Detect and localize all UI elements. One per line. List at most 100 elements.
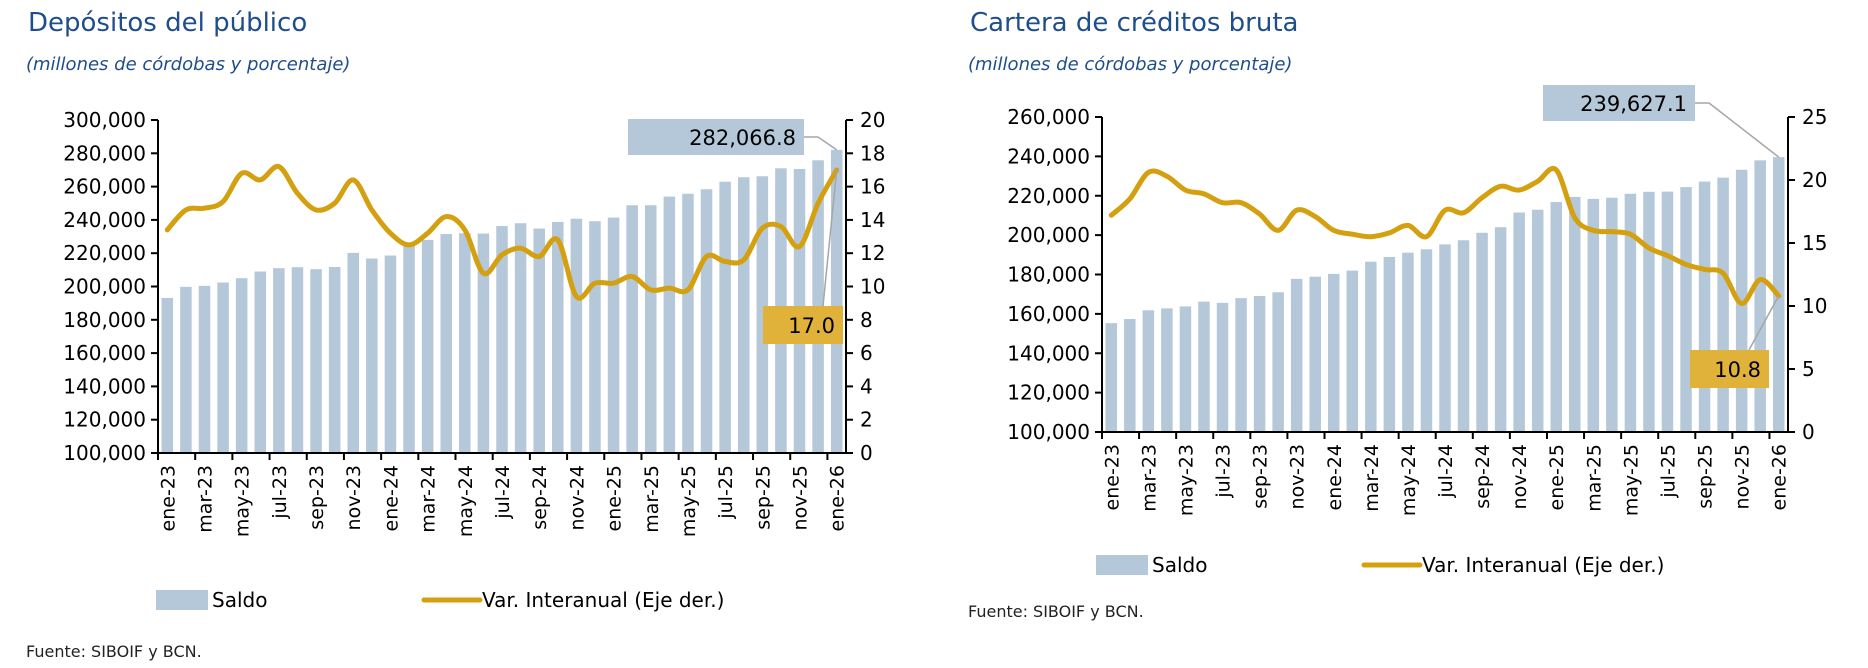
bar xyxy=(254,271,267,453)
y-tick-label: 120,000 xyxy=(63,408,146,432)
bar xyxy=(756,176,769,454)
y2-tick-label: 16 xyxy=(860,175,885,199)
legend-swatch-saldo xyxy=(156,590,208,610)
x-tick-label: may-23 xyxy=(232,465,254,537)
bar xyxy=(533,228,545,453)
bar xyxy=(644,205,657,453)
callout-leader xyxy=(1708,102,1780,158)
chart-source: Fuente: SIBOIF y BCN. xyxy=(26,642,202,661)
bar xyxy=(1587,198,1600,432)
bar xyxy=(1179,306,1192,432)
y2-tick-label: 18 xyxy=(860,141,885,165)
bar xyxy=(1105,323,1118,432)
x-tick-label: may-24 xyxy=(455,465,477,537)
bar xyxy=(1606,197,1618,432)
y-tick-label: 280,000 xyxy=(63,141,146,165)
bar xyxy=(552,221,564,453)
y-tick-label: 100,000 xyxy=(63,441,146,465)
y2-tick-label: 15 xyxy=(1802,231,1827,255)
x-tick-label: may-25 xyxy=(678,465,700,537)
bar xyxy=(1328,273,1340,432)
line-points xyxy=(167,166,837,297)
x-tick-label: may-25 xyxy=(1620,444,1642,516)
chart-source: Fuente: SIBOIF y BCN. xyxy=(968,602,1144,621)
y2-tick-label: 2 xyxy=(860,408,873,432)
x-tick-label: mar-25 xyxy=(641,465,663,533)
bar xyxy=(1124,318,1136,432)
y2-tick-label: 4 xyxy=(860,374,873,398)
x-tick-label: sep-23 xyxy=(306,465,328,530)
y2-tick-label: 6 xyxy=(860,341,873,365)
bar xyxy=(235,278,248,453)
bar xyxy=(1754,160,1766,432)
callout-label-saldo: 239,627.1 xyxy=(1580,92,1687,116)
bar xyxy=(1569,196,1581,432)
y-tick-label: 240,000 xyxy=(1007,144,1090,168)
x-tick-label: mar-24 xyxy=(1361,444,1383,512)
y-tick-label: 120,000 xyxy=(1007,381,1090,405)
x-tick-label: ene-23 xyxy=(1101,444,1123,510)
bar xyxy=(198,285,211,453)
callout-label-var: 17.0 xyxy=(788,314,835,338)
bar xyxy=(1476,232,1488,432)
y2-tick-label: 20 xyxy=(1802,168,1827,192)
callout-box-saldo xyxy=(628,119,804,155)
bar xyxy=(477,233,490,453)
x-tick-label: nov-23 xyxy=(343,465,365,530)
line-points xyxy=(1111,169,1779,304)
x-tick-label: nov-24 xyxy=(566,465,588,530)
y2-tick-label: 8 xyxy=(860,308,873,332)
bar xyxy=(1235,298,1247,432)
x-tick-label: ene-25 xyxy=(604,465,626,531)
y-tick-label: 220,000 xyxy=(63,241,146,265)
x-tick-label: may-24 xyxy=(1398,444,1420,516)
callout-box-var xyxy=(1690,350,1769,388)
x-tick-label: nov-23 xyxy=(1287,444,1309,509)
bar xyxy=(161,297,174,453)
y2-tick-label: 10 xyxy=(1802,294,1827,318)
bar xyxy=(1439,244,1451,432)
bar xyxy=(1253,295,1266,432)
bar xyxy=(1309,276,1321,432)
y2-tick-label: 10 xyxy=(860,275,885,299)
bar xyxy=(328,267,341,453)
bar xyxy=(1550,202,1562,432)
y-tick-label: 200,000 xyxy=(63,275,146,299)
y2-tick-label: 14 xyxy=(860,208,885,232)
bar xyxy=(700,189,713,453)
x-tick-label: ene-23 xyxy=(157,465,179,531)
y-tick-label: 260,000 xyxy=(1007,105,1090,129)
bar xyxy=(1661,191,1674,432)
bar xyxy=(459,233,471,453)
bar xyxy=(737,177,750,453)
bar xyxy=(1680,187,1692,432)
bar xyxy=(1531,209,1544,432)
x-tick-label: sep-24 xyxy=(1472,444,1494,509)
x-tick-label: sep-25 xyxy=(752,465,774,530)
y-tick-label: 220,000 xyxy=(1007,184,1090,208)
bar xyxy=(570,218,583,453)
y2-tick-label: 0 xyxy=(860,441,873,465)
bar xyxy=(366,258,378,453)
bar xyxy=(496,226,508,453)
bar xyxy=(180,286,192,453)
x-tick-label: mar-25 xyxy=(1583,444,1605,512)
x-tick-label: ene-25 xyxy=(1546,444,1568,510)
bar xyxy=(291,267,304,453)
chart-title: Depósitos del público xyxy=(28,8,308,38)
bar xyxy=(1402,252,1414,432)
x-tick-label: jul-23 xyxy=(1213,444,1235,499)
chart-depositos: 100,000 120,000 140,000 160,000 180,000 200,0… xyxy=(63,108,885,612)
callout-label-saldo: 282,066.8 xyxy=(689,126,796,150)
legend-label-saldo: Saldo xyxy=(212,588,267,612)
bar xyxy=(384,255,397,453)
bar xyxy=(1457,240,1470,432)
bar-series-saldo xyxy=(1105,157,1785,433)
bar xyxy=(663,196,676,453)
bar xyxy=(1513,212,1525,432)
bar xyxy=(440,234,452,453)
y-tick-label: 300,000 xyxy=(63,108,146,132)
y-tick-label: 140,000 xyxy=(1007,341,1090,365)
bar xyxy=(217,282,229,453)
chart-panel-cartera: Cartera de créditos bruta (millones de c… xyxy=(940,0,1868,668)
